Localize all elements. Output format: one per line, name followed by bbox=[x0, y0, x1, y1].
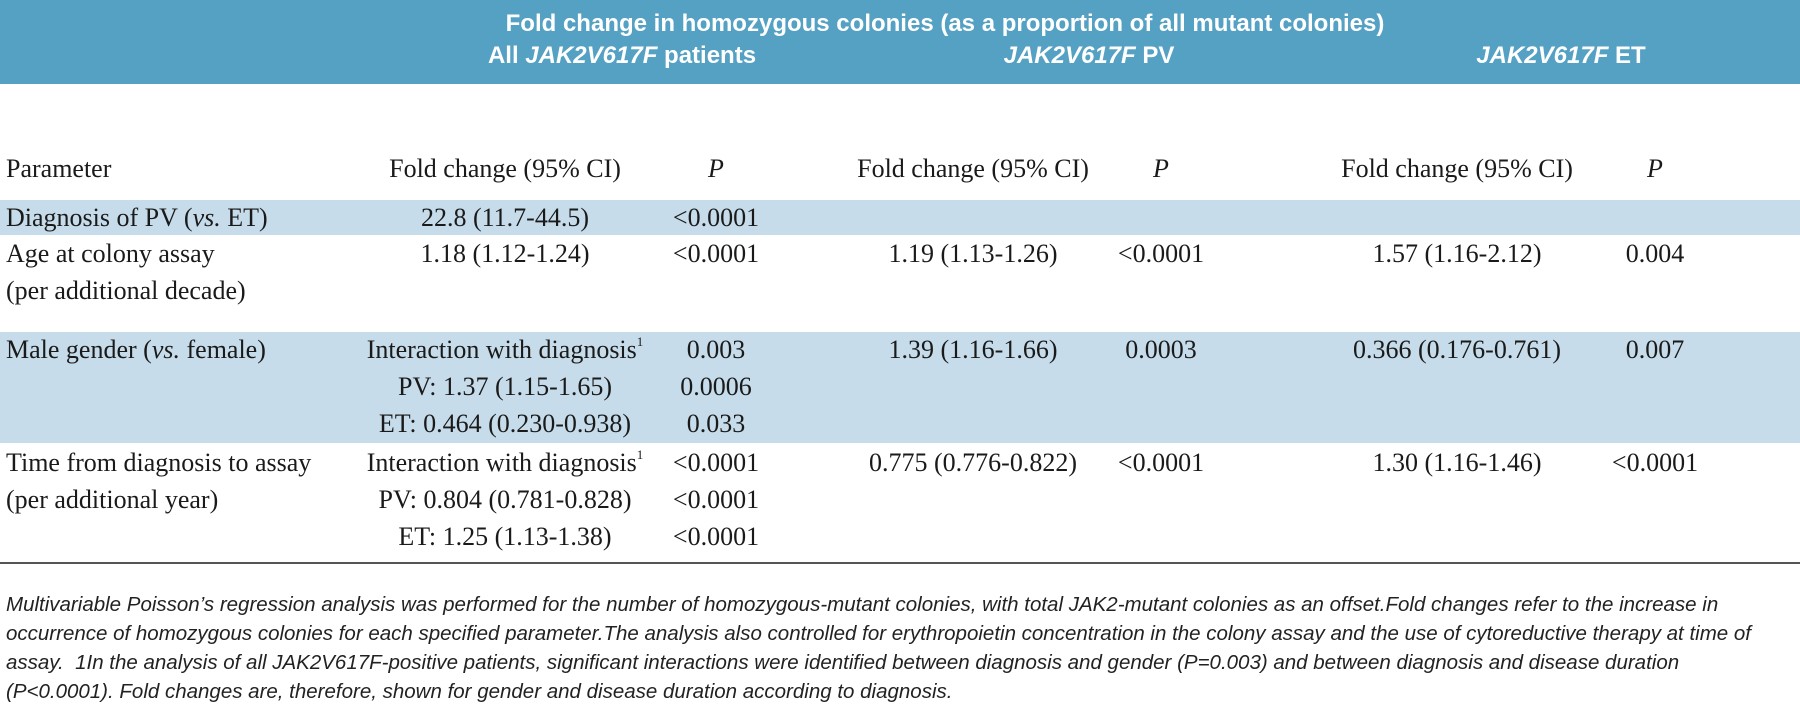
cell-value: <0.0001 bbox=[672, 448, 760, 477]
cell-value: <0.0001 bbox=[1611, 448, 1699, 477]
italic-part: P bbox=[1153, 154, 1169, 183]
row-label: Male gender (vs. female) bbox=[6, 331, 266, 368]
header-title: Fold change in homozygous colonies (as a… bbox=[505, 10, 1385, 37]
group-header: JAK2V617F PV bbox=[1004, 42, 1175, 70]
row-band bbox=[0, 200, 1800, 235]
text-part: Interaction with diagnosis bbox=[366, 335, 637, 364]
cell-value: <0.0001 bbox=[1117, 239, 1205, 268]
italic-part: JAK2V617F bbox=[1003, 42, 1136, 69]
cell-value: PV: 0.804 (0.781-0.828) bbox=[378, 485, 632, 514]
cell-value: <0.0001 bbox=[1117, 448, 1205, 477]
cell-value: 1.57 (1.16-2.12) bbox=[1372, 239, 1542, 268]
text-part: patients bbox=[657, 42, 757, 69]
cell-value: ET: 0.464 (0.230-0.938) bbox=[378, 409, 632, 438]
header-band: Fold change in homozygous colonies (as a… bbox=[0, 0, 1800, 84]
cell-value: 0.007 bbox=[1625, 335, 1685, 364]
cell-value: 22.8 (11.7-44.5) bbox=[420, 203, 590, 232]
column-header: Parameter bbox=[6, 154, 112, 183]
cell-value: 1.19 (1.13-1.26) bbox=[888, 239, 1058, 268]
cell-value: 1.30 (1.16-1.46) bbox=[1372, 448, 1542, 477]
column-header: P bbox=[1153, 150, 1169, 187]
row-label: Diagnosis of PV (vs. ET) bbox=[6, 199, 268, 236]
text-part: PV bbox=[1135, 42, 1175, 69]
row-label: Age at colony assay bbox=[6, 239, 215, 268]
cell-value: <0.0001 bbox=[672, 239, 760, 268]
italic-part: JAK2V617F bbox=[525, 42, 658, 69]
italic-part: vs. bbox=[151, 335, 180, 364]
italic-part: P bbox=[1647, 154, 1663, 183]
cell-value: PV: 1.37 (1.15-1.65) bbox=[397, 372, 613, 401]
text-part: Diagnosis of PV ( bbox=[6, 203, 193, 232]
italic-part: P bbox=[708, 154, 724, 183]
cell-value: <0.0001 bbox=[672, 522, 760, 551]
group-header: All JAK2V617F patients bbox=[488, 42, 756, 70]
row-label: (per additional year) bbox=[6, 485, 219, 514]
footnote-mark: 1 bbox=[636, 334, 644, 349]
cell-value: 0.0003 bbox=[1125, 335, 1197, 364]
column-header: P bbox=[1647, 150, 1663, 187]
column-header: Fold change (95% CI) bbox=[857, 154, 1089, 183]
text-part: ET bbox=[1608, 42, 1646, 69]
footnote-mark: 1 bbox=[636, 447, 644, 462]
footnote: Multivariable Poisson’s regression analy… bbox=[6, 593, 1757, 703]
row-label: Time from diagnosis to assay bbox=[6, 448, 312, 477]
cell-value: 0.033 bbox=[686, 409, 746, 438]
cell-value: 0.366 (0.176-0.761) bbox=[1353, 335, 1561, 364]
italic-part: JAK2V617F bbox=[1476, 42, 1609, 69]
group-header: JAK2V617F ET bbox=[1476, 42, 1645, 70]
cell-value: 0.003 bbox=[686, 335, 746, 364]
row-band bbox=[0, 332, 1800, 443]
cell-value: Interaction with diagnosis1 bbox=[367, 444, 644, 481]
cell-value: 0.004 bbox=[1625, 239, 1685, 268]
column-header: Fold change (95% CI) bbox=[1341, 154, 1573, 183]
text-part: Interaction with diagnosis bbox=[366, 448, 637, 477]
cell-value: <0.0001 bbox=[672, 203, 760, 232]
column-header: P bbox=[708, 150, 724, 187]
text-part: ET) bbox=[220, 203, 268, 232]
cell-value: ET: 1.25 (1.13-1.38) bbox=[398, 522, 612, 551]
cell-value: 1.39 (1.16-1.66) bbox=[888, 335, 1058, 364]
text-part: female) bbox=[180, 335, 266, 364]
cell-value: 0.0006 bbox=[680, 372, 752, 401]
bottom-rule bbox=[0, 562, 1800, 564]
cell-value: 0.775 (0.776-0.822) bbox=[869, 448, 1077, 477]
cell-value: <0.0001 bbox=[672, 485, 760, 514]
row-label: (per additional decade) bbox=[6, 276, 246, 305]
cell-value: Interaction with diagnosis1 bbox=[367, 331, 644, 368]
text-part: All bbox=[487, 42, 526, 69]
text-part: Male gender ( bbox=[6, 335, 152, 364]
italic-part: vs. bbox=[192, 203, 221, 232]
cell-value: 1.18 (1.12-1.24) bbox=[420, 239, 590, 268]
column-header: Fold change (95% CI) bbox=[389, 154, 621, 183]
